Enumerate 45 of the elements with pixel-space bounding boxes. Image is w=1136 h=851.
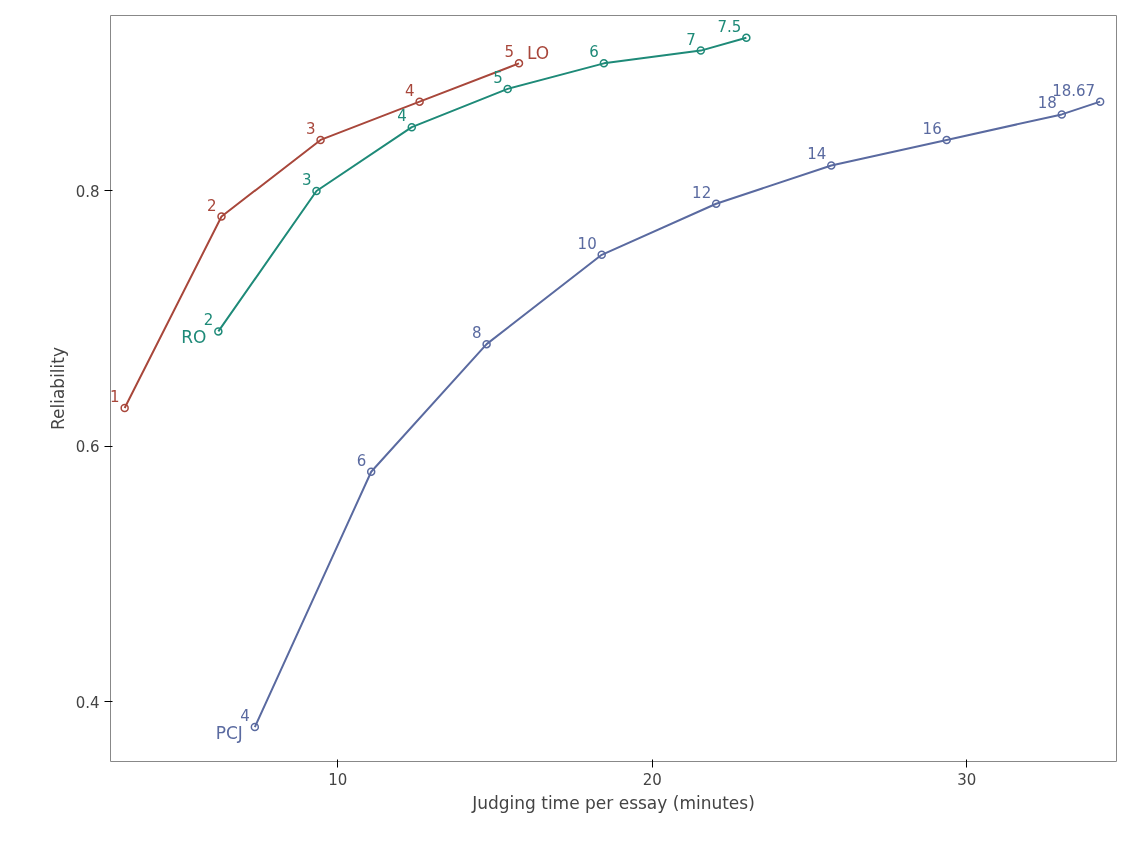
- annotation: 3: [306, 119, 316, 138]
- annotation: 4: [405, 81, 415, 100]
- series-label: LO: [527, 43, 550, 64]
- annotation: 5: [504, 43, 514, 62]
- point: [942, 135, 951, 145]
- point: [217, 212, 226, 221]
- series-label: PCJ: [215, 723, 243, 744]
- x-tick-label: 20: [642, 770, 662, 789]
- point: [597, 250, 606, 260]
- annotation: 8: [472, 324, 482, 343]
- y-axis-title: Reliability: [47, 346, 68, 431]
- point: [366, 467, 376, 477]
- y-tick-label: 0.6: [75, 438, 100, 457]
- annotation: 2: [206, 196, 217, 215]
- annotation: 6: [589, 43, 599, 62]
- annotation: 5: [493, 68, 503, 87]
- x-tick-label: 30: [957, 770, 977, 789]
- point: [696, 46, 706, 55]
- annotation: 6: [356, 451, 367, 470]
- annotation: 1: [110, 387, 120, 406]
- annotation: 16: [922, 119, 942, 138]
- y-tick-label: 0.4: [75, 693, 100, 712]
- point: [482, 339, 491, 349]
- point: [503, 84, 512, 94]
- annotation: 14: [807, 145, 827, 164]
- point: [827, 161, 836, 170]
- annotation: 4: [397, 107, 407, 126]
- point: [599, 59, 609, 68]
- point: [312, 186, 321, 196]
- annotation: 2: [203, 311, 214, 330]
- point: [407, 122, 417, 132]
- annotation: 12: [692, 183, 712, 202]
- x-tick-label: 10: [328, 770, 348, 789]
- x-axis-title: Judging time per essay (minutes): [471, 792, 755, 813]
- point: [711, 199, 721, 208]
- y-tick-label: 0.8: [75, 182, 100, 201]
- point: [316, 135, 325, 145]
- annotation: 7: [686, 30, 696, 49]
- annotation: 4: [240, 707, 250, 726]
- point: [1057, 110, 1067, 119]
- series-label: RO: [181, 327, 207, 348]
- annotation: 7.5: [717, 17, 742, 36]
- point: [415, 97, 424, 106]
- annotation: 10: [577, 234, 597, 253]
- annotation: 3: [301, 170, 312, 189]
